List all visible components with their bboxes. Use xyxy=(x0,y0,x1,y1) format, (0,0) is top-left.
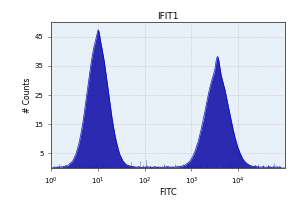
X-axis label: FITC: FITC xyxy=(159,188,177,197)
Title: IFIT1: IFIT1 xyxy=(157,12,179,21)
Y-axis label: # Counts: # Counts xyxy=(23,77,32,113)
